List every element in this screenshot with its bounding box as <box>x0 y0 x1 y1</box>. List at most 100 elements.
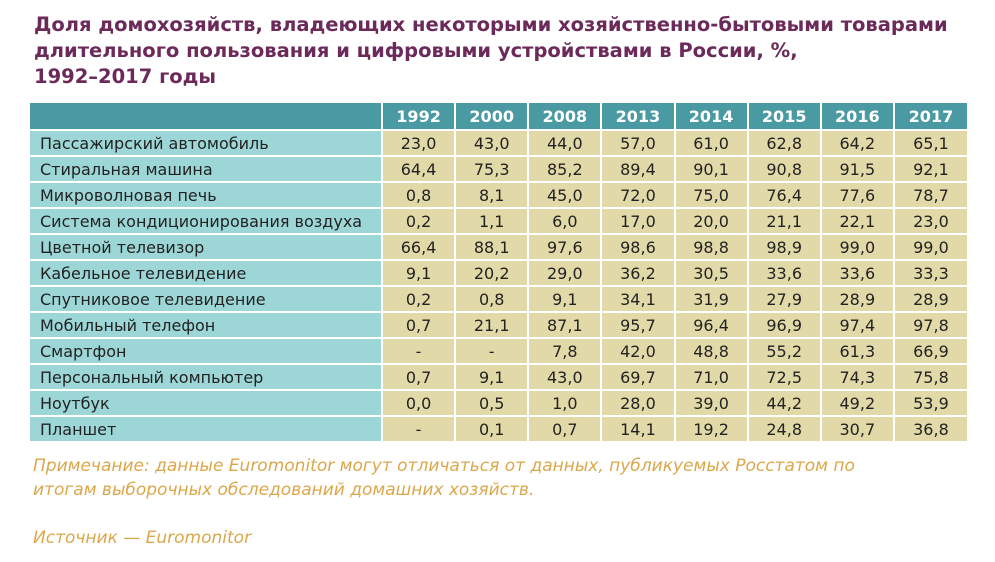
value-cell: 30,5 <box>673 260 748 287</box>
value-cell: 17,0 <box>600 208 675 235</box>
value-cell: 76,4 <box>746 182 821 209</box>
value-cell: 9,1 <box>454 364 529 391</box>
value-cell: 99,0 <box>892 234 967 261</box>
note-line-2: итогам выборочных обследований домашних … <box>33 480 535 500</box>
value-cell: 65,1 <box>892 130 967 157</box>
value-cell: 23,0 <box>892 208 967 235</box>
value-cell: 43,0 <box>527 364 602 391</box>
value-cell: 0,2 <box>380 286 456 313</box>
row-label: Мобильный телефон <box>30 312 382 339</box>
value-cell: 87,1 <box>527 312 602 339</box>
value-cell: 72,5 <box>746 364 821 391</box>
value-cell: 6,0 <box>527 208 602 235</box>
value-cell: 44,0 <box>527 130 602 157</box>
value-cell: 98,9 <box>746 234 821 261</box>
value-cell: 42,0 <box>600 338 675 365</box>
value-cell: 74,3 <box>819 364 894 391</box>
value-cell: 91,5 <box>819 156 894 183</box>
value-cell: 96,4 <box>673 312 748 339</box>
table-row: Спутниковое телевидение 0,2 0,8 9,1 34,1 31,9… <box>30 286 967 313</box>
row-label: Спутниковое телевидение <box>30 286 382 313</box>
value-cell: 19,2 <box>673 416 748 443</box>
value-cell: 36,2 <box>600 260 675 287</box>
value-cell: 71,0 <box>673 364 748 391</box>
value-cell: 0,0 <box>380 390 456 417</box>
value-cell: 0,2 <box>380 208 456 235</box>
value-cell: 9,1 <box>380 260 456 287</box>
value-cell: 78,7 <box>892 182 967 209</box>
value-cell: 96,9 <box>746 312 821 339</box>
value-cell: 61,3 <box>819 338 894 365</box>
row-label: Смартфон <box>30 338 382 365</box>
value-cell: 89,4 <box>600 156 675 183</box>
page-title-line-3: 1992–2017 годы <box>34 65 217 88</box>
value-cell: 49,2 <box>819 390 894 417</box>
value-cell: 64,4 <box>380 156 456 183</box>
year-header: 2017 <box>892 103 967 131</box>
value-cell: 0,7 <box>527 416 602 443</box>
value-cell: 0,1 <box>454 416 529 443</box>
table-row: Пассажирский автомобиль 23,0 43,0 44,0 57,0 6… <box>30 130 967 157</box>
value-cell: - <box>454 338 529 365</box>
year-header: 2000 <box>454 103 529 131</box>
value-cell: 14,1 <box>600 416 675 443</box>
value-cell: 61,0 <box>673 130 748 157</box>
value-cell: 53,9 <box>892 390 967 417</box>
table-row: Планшет -0,1 0,7 14,1 19,2 24,8 30,7 36,8 <box>30 416 967 443</box>
value-cell: 95,7 <box>600 312 675 339</box>
table-row: Цветной телевизор 66,4 88,1 97,6 98,6 98,8 98,… <box>30 234 967 261</box>
value-cell: 43,0 <box>454 130 529 157</box>
value-cell: 8,1 <box>454 182 529 209</box>
header-corner-cell <box>30 103 382 131</box>
row-label: Ноутбук <box>30 390 382 417</box>
table-row: Персональный компьютер 0,7 9,1 43,0 69,7 71,0… <box>30 364 967 391</box>
value-cell: 98,8 <box>673 234 748 261</box>
value-cell: - <box>380 338 456 365</box>
value-cell: 69,7 <box>600 364 675 391</box>
value-cell: 31,9 <box>673 286 748 313</box>
value-cell: 7,8 <box>527 338 602 365</box>
row-label: Планшет <box>30 416 382 443</box>
value-cell: 0,5 <box>454 390 529 417</box>
value-cell: 39,0 <box>673 390 748 417</box>
value-cell: 24,8 <box>746 416 821 443</box>
value-cell: 20,2 <box>454 260 529 287</box>
value-cell: 77,6 <box>819 182 894 209</box>
value-cell: 45,0 <box>527 182 602 209</box>
year-header: 1992 <box>380 103 456 131</box>
value-cell: 62,8 <box>746 130 821 157</box>
value-cell: 97,6 <box>527 234 602 261</box>
value-cell: 28,9 <box>892 286 967 313</box>
value-cell: 23,0 <box>380 130 456 157</box>
value-cell: 34,1 <box>600 286 675 313</box>
row-label: Система кондиционирования воздуха <box>30 208 382 235</box>
year-header: 2008 <box>527 103 602 131</box>
value-cell: 29,0 <box>527 260 602 287</box>
value-cell: 1,0 <box>527 390 602 417</box>
table-row: Ноутбук 0,0 0,5 1,0 28,0 39,0 44,2 49,2 53,9 <box>30 390 967 417</box>
year-header: 2013 <box>600 103 675 131</box>
note-line-1: Примечание: данные Euromonitor могут отл… <box>33 456 855 476</box>
row-label: Пассажирский автомобиль <box>30 130 382 157</box>
year-header: 2015 <box>746 103 821 131</box>
table-row: Мобильный телефон 0,7 21,1 87,1 95,7 96,4 96,9… <box>30 312 967 339</box>
value-cell: 33,6 <box>819 260 894 287</box>
value-cell: 22,1 <box>819 208 894 235</box>
value-cell: 28,0 <box>600 390 675 417</box>
value-cell: 75,3 <box>454 156 529 183</box>
value-cell: 0,8 <box>380 182 456 209</box>
value-cell: 64,2 <box>819 130 894 157</box>
table-row: Смартфон - -7,8 42,0 48,8 55,2 61,3 66,9 <box>30 338 967 365</box>
value-cell: 44,2 <box>746 390 821 417</box>
table-row: Микроволновая печь 0,8 8,1 45,0 72,0 75,0 76,4… <box>30 182 967 209</box>
value-cell: 92,1 <box>892 156 967 183</box>
note-text: Примечание: данные Euromonitor могут отл… <box>33 454 983 502</box>
value-cell: 66,9 <box>892 338 967 365</box>
value-cell: - <box>380 416 456 443</box>
value-cell: 9,1 <box>527 286 602 313</box>
table-row: Система кондиционирования воздуха 0,2 1,1 6… <box>30 208 967 235</box>
value-cell: 97,4 <box>819 312 894 339</box>
value-cell: 20,0 <box>673 208 748 235</box>
value-cell: 21,1 <box>746 208 821 235</box>
value-cell: 97,8 <box>892 312 967 339</box>
